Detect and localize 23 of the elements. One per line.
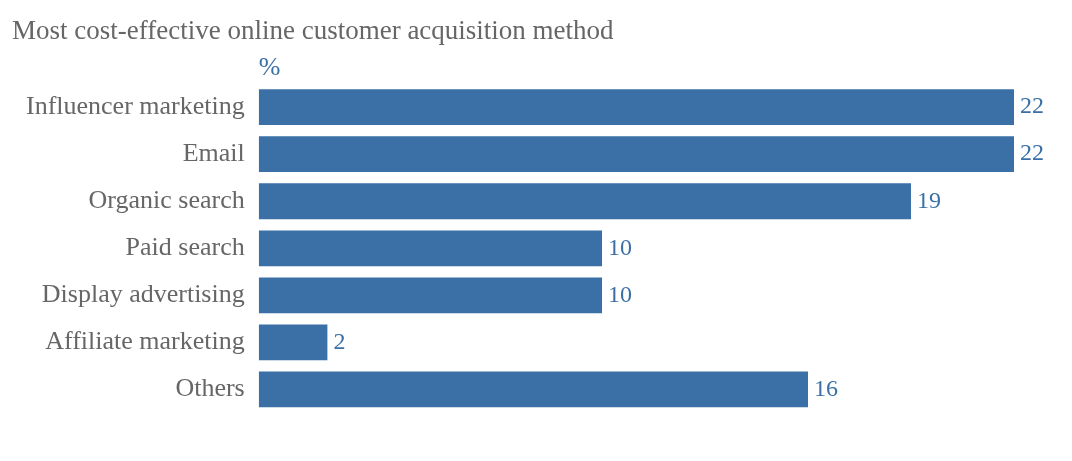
y-tick-label: Email xyxy=(182,138,245,168)
bar xyxy=(258,277,603,314)
x-axis-title: % xyxy=(258,51,281,81)
bar xyxy=(258,136,1014,173)
data-label: 16 xyxy=(814,374,839,401)
data-label: 10 xyxy=(608,280,633,307)
y-tick-label: Display advertising xyxy=(41,279,245,309)
y-tick-label: Others xyxy=(175,373,245,403)
bar xyxy=(258,371,809,408)
data-label: 10 xyxy=(608,233,633,260)
y-tick-label: Affiliate marketing xyxy=(45,326,245,356)
bar xyxy=(258,183,912,220)
y-tick-label: Organic search xyxy=(88,185,245,215)
data-label: 19 xyxy=(917,186,942,213)
data-label: 2 xyxy=(333,327,346,354)
chart-title: Most cost-effective online customer acquisition method xyxy=(12,15,615,46)
bar xyxy=(258,230,603,267)
bar xyxy=(258,89,1014,126)
data-label: 22 xyxy=(1020,139,1044,166)
y-tick-label: Paid search xyxy=(125,232,245,262)
data-label: 22 xyxy=(1020,92,1044,119)
y-tick-label: Influencer marketing xyxy=(25,90,245,120)
bar xyxy=(258,324,328,361)
